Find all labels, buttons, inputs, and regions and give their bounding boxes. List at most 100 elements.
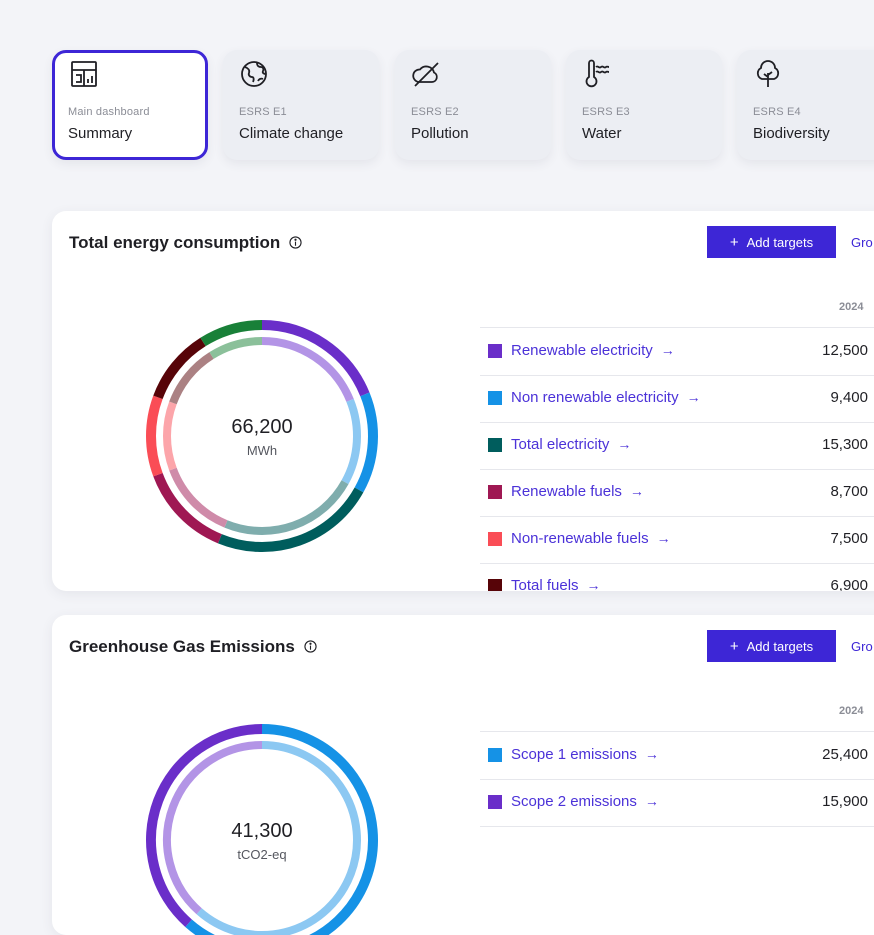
row-link[interactable]: Renewable electricity → [511,342,675,359]
divider [480,327,874,328]
row-link[interactable]: Total fuels → [511,577,601,591]
donut-slice-inner-total-electricity[interactable] [224,480,349,535]
row-label: Non-renewable fuels [511,530,649,547]
tab-label: Pollution [411,125,469,142]
donut-slice-outer-renewable-electricity[interactable] [261,320,370,397]
info-icon[interactable] [303,640,317,653]
arrow-right-icon: → [586,577,601,591]
row-value: 12,500 [822,342,868,359]
row-value: 9,400 [830,389,868,406]
energy-donut-chart: 66,200 MWh [142,316,382,556]
row-link[interactable]: Scope 2 emissions → [511,793,659,810]
add-targets-label: Add targets [746,234,814,250]
donut-slice-outer-total-electricity[interactable] [217,487,364,552]
legend-swatch [488,344,502,358]
legend-swatch [488,391,502,405]
arrow-right-icon: → [686,389,701,405]
table-row: Renewable electricity → 12,500 [480,328,874,375]
cloud-off-icon [412,62,439,87]
donut-slice-inner-non-renewable-electricity[interactable] [341,398,361,485]
energy-card: Total energy consumption + Add targets G… [52,211,874,591]
arrow-right-icon: → [660,342,675,358]
info-icon[interactable] [289,236,302,249]
divider [480,469,874,470]
group-link[interactable]: Gro [851,639,873,654]
water-thermometer-icon [585,59,610,88]
tab-biodiversity[interactable]: ESRS E4 Biodiversity [737,50,874,160]
tab-sub: ESRS E3 [582,106,630,118]
row-label: Total fuels [511,577,579,591]
tab-sub: ESRS E4 [753,106,801,118]
table-row: Non-renewable fuels → 7,500 [480,516,874,563]
year-header: 2024 [839,705,864,717]
plus-icon: + [729,233,739,251]
donut-center-unit: tCO2-eq [237,847,287,862]
row-link[interactable]: Renewable fuels → [511,483,644,500]
globe-icon [241,61,267,87]
tab-label: Climate change [239,125,344,142]
table-row: Total electricity → 15,300 [480,422,874,469]
add-targets-button[interactable]: + Add targets [707,630,836,662]
divider [480,516,874,517]
ghg-donut-chart: 41,300 tCO2-eq [142,720,382,935]
donut-slice-inner-other[interactable] [209,337,263,359]
row-link[interactable]: Non renewable electricity → [511,389,701,406]
donut-slice-inner-renewable-electricity[interactable] [261,337,354,402]
table-row: Scope 2 emissions → 15,900 [480,779,874,826]
dashboard-icon [71,61,97,87]
divider [480,563,874,564]
tab-sub: Main dashboard [68,106,150,118]
arrow-right-icon: → [629,483,644,499]
add-targets-button[interactable]: + Add targets [707,226,836,258]
table-row: Non renewable electricity → 9,400 [480,375,874,422]
legend-swatch [488,532,502,546]
row-link[interactable]: Total electricity → [511,436,631,453]
donut-slice-outer-scope-1-emissions[interactable] [185,724,378,935]
donut-slice-outer-total-fuels[interactable] [153,337,206,400]
row-label: Scope 2 emissions [511,793,637,810]
group-link[interactable]: Gro [851,235,873,250]
energy-card-title: Total energy consumption [69,233,302,253]
legend-swatch [488,748,502,762]
divider [480,375,874,376]
divider [480,422,874,423]
donut-slice-outer-other[interactable] [200,320,263,347]
arrow-right-icon: → [644,746,659,762]
donut-slice-inner-renewable-fuels[interactable] [169,467,228,528]
legend-swatch [488,438,502,452]
table-row: Renewable fuels → 8,700 [480,469,874,516]
row-value: 8,700 [830,483,868,500]
divider [480,779,874,780]
ghg-card: Greenhouse Gas Emissions + Add targets G… [52,615,874,935]
donut-slice-outer-non-renewable-fuels[interactable] [146,395,163,477]
tab-summary[interactable]: Main dashboard Summary [52,50,208,160]
tab-sub: ESRS E2 [411,106,459,118]
row-link[interactable]: Non-renewable fuels → [511,530,671,547]
donut-slice-outer-renewable-fuels[interactable] [153,472,222,544]
tab-sub: ESRS E1 [239,106,287,118]
year-header: 2024 [839,301,864,313]
row-value: 7,500 [830,530,868,547]
row-value: 15,900 [822,793,868,810]
row-label: Renewable electricity [511,342,653,359]
row-label: Non renewable electricity [511,389,679,406]
donut-slice-outer-non-renewable-electricity[interactable] [354,392,378,493]
row-label: Scope 1 emissions [511,746,637,763]
tab-water[interactable]: ESRS E3 Water [566,50,722,160]
tab-label: Summary [68,125,133,142]
tab-climate-change[interactable]: ESRS E1 Climate change [223,50,379,160]
row-value: 25,400 [822,746,868,763]
donut-slice-inner-non-renewable-fuels[interactable] [163,401,177,471]
row-link[interactable]: Scope 1 emissions → [511,746,659,763]
energy-title-text: Total energy consumption [69,233,281,252]
donut-slice-inner-total-fuels[interactable] [169,352,214,405]
table-row: Scope 1 emissions → 25,400 [480,732,874,779]
tab-pollution[interactable]: ESRS E2 Pollution [395,50,551,160]
arrow-right-icon: → [644,793,659,809]
donut-slice-outer-scope-2-emissions[interactable] [146,724,263,928]
donut-center-unit: MWh [246,443,278,458]
legend-swatch [488,579,502,591]
row-label: Total electricity [511,436,610,453]
donut-slice-inner-scope-2-emissions[interactable] [163,741,263,915]
donut-center-value: 66,200 [231,416,293,438]
